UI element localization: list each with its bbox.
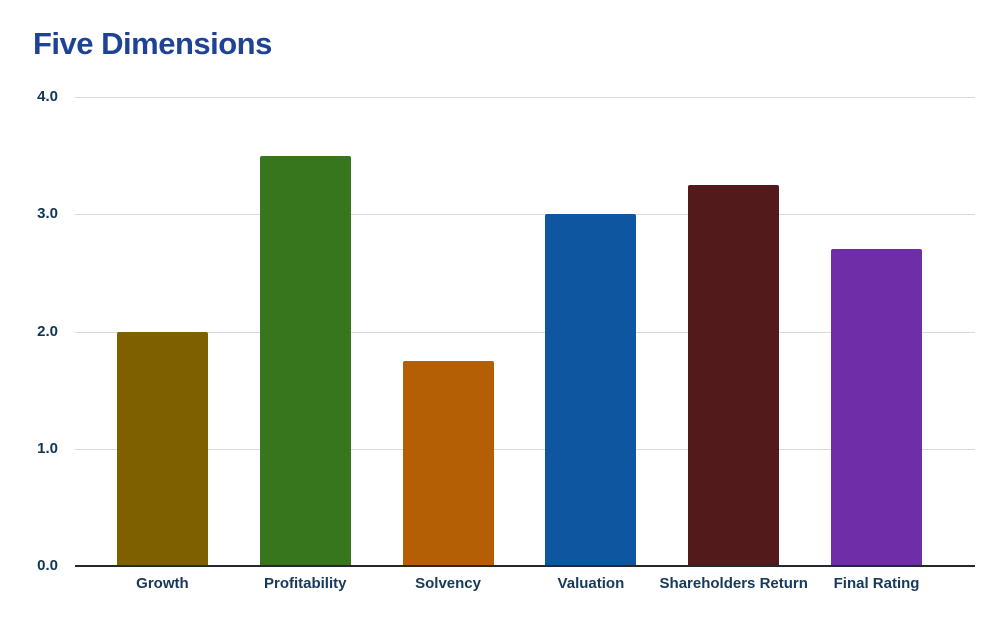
bar-slot-profitability: Profitability bbox=[234, 97, 377, 592]
bar-slot-shareholders-return: Shareholders Return bbox=[660, 97, 808, 592]
gridline bbox=[75, 331, 975, 333]
bar-slot-final-rating: Final Rating bbox=[805, 97, 948, 592]
gridline bbox=[75, 448, 975, 450]
bar-shareholders-return bbox=[688, 184, 780, 566]
y-tick-label: 1.0 bbox=[37, 439, 58, 457]
y-tick-label: 4.0 bbox=[37, 88, 58, 105]
bar-slot-valuation: Valuation bbox=[519, 97, 662, 592]
bar-profitability bbox=[259, 155, 351, 566]
bar-slot-solvency: Solvency bbox=[377, 97, 520, 592]
bar-valuation bbox=[545, 214, 637, 566]
x-axis-label-valuation: Valuation bbox=[557, 575, 625, 592]
y-tick-label: 3.0 bbox=[37, 205, 58, 223]
x-axis-line bbox=[75, 565, 975, 567]
y-tick-label: 2.0 bbox=[37, 322, 58, 340]
x-axis-label-solvency: Solvency bbox=[415, 575, 481, 592]
bar-growth bbox=[116, 331, 208, 566]
gridline bbox=[75, 97, 975, 98]
x-axis-label-growth: Growth bbox=[136, 575, 189, 592]
plot-area: 0.0 1.0 2.0 3.0 4.0 Growth Profitability Solve… bbox=[37, 88, 975, 592]
bar-solvency bbox=[402, 360, 494, 566]
bar-slot-growth: Growth bbox=[91, 97, 234, 592]
y-tick-label: 0.0 bbox=[37, 557, 58, 574]
gridline bbox=[75, 214, 975, 216]
chart-title: Five Dimensions bbox=[33, 26, 272, 61]
x-axis-label-final-rating: Final Rating bbox=[833, 575, 920, 592]
x-axis-label-profitability: Profitability bbox=[263, 575, 347, 592]
bar-final-rating bbox=[831, 249, 923, 566]
x-axis-label-shareholders-return: Shareholders Return bbox=[659, 575, 808, 592]
bars-layer: Growth Profitability Solvency Valuation Shar… bbox=[91, 97, 948, 592]
